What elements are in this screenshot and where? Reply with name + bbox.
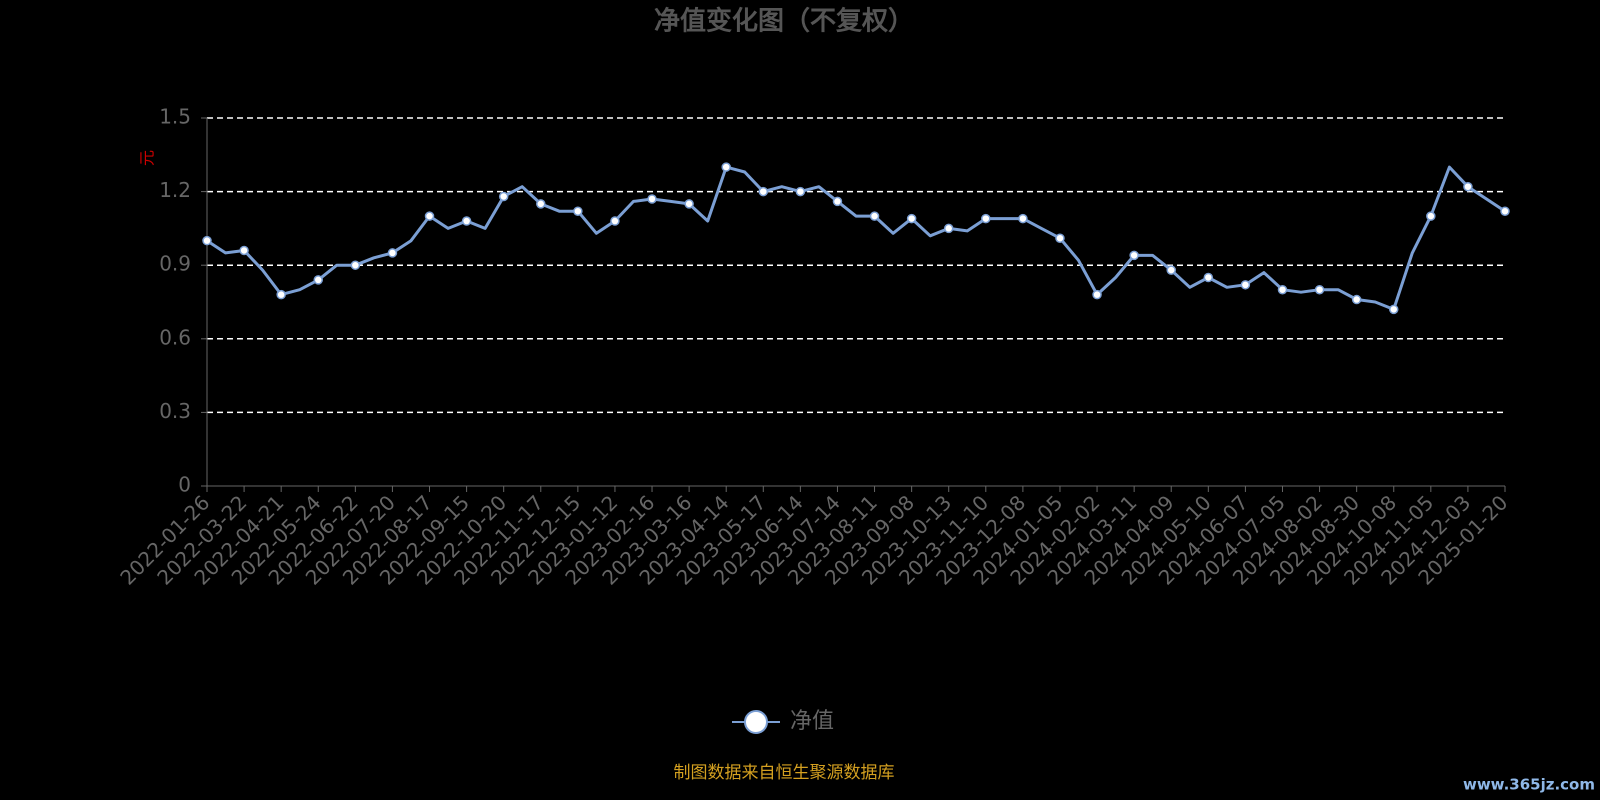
point xyxy=(1092,289,1102,300)
point xyxy=(610,216,620,226)
point xyxy=(1129,250,1139,261)
y-tick-label: 0.6 xyxy=(159,325,191,349)
point xyxy=(1240,280,1251,290)
y-axis-label: 元 xyxy=(138,150,157,166)
point xyxy=(906,213,917,224)
point xyxy=(1277,284,1288,295)
point xyxy=(647,194,657,204)
point xyxy=(1351,294,1362,305)
point xyxy=(536,199,546,209)
chart-title: 净值变化图（不复权） xyxy=(654,6,914,37)
point xyxy=(721,162,731,172)
point xyxy=(387,248,398,258)
y-tick-label: 1.5 xyxy=(159,105,191,129)
legend-label: 净值 xyxy=(790,709,834,734)
point xyxy=(981,213,991,224)
watermark: www.365jz.com xyxy=(1463,776,1595,794)
point xyxy=(1314,284,1325,295)
point xyxy=(832,196,843,207)
y-tick-label: 1.2 xyxy=(159,178,191,202)
point xyxy=(758,186,769,197)
point xyxy=(313,275,324,285)
point xyxy=(795,186,806,197)
point xyxy=(1055,233,1065,243)
point xyxy=(1166,265,1176,275)
point xyxy=(239,245,249,256)
point xyxy=(573,206,583,216)
point xyxy=(276,289,286,300)
point xyxy=(350,260,361,270)
point xyxy=(1500,206,1510,216)
footer: 制图数据来自恒生聚源数据库 xyxy=(674,763,895,783)
y-tick-label: 0 xyxy=(178,473,191,497)
y-tick-label: 0.9 xyxy=(159,252,191,276)
point xyxy=(1463,181,1473,192)
point xyxy=(1426,211,1436,221)
legend-marker xyxy=(744,710,768,734)
point xyxy=(943,223,954,234)
point xyxy=(202,235,212,246)
point xyxy=(498,191,509,202)
point xyxy=(869,211,880,221)
point xyxy=(684,199,694,209)
point xyxy=(461,216,472,226)
point xyxy=(1018,213,1028,224)
point xyxy=(424,211,435,221)
point xyxy=(1388,304,1399,315)
point xyxy=(1203,272,1214,283)
y-tick-label: 0.3 xyxy=(159,399,191,423)
line xyxy=(206,165,1506,311)
